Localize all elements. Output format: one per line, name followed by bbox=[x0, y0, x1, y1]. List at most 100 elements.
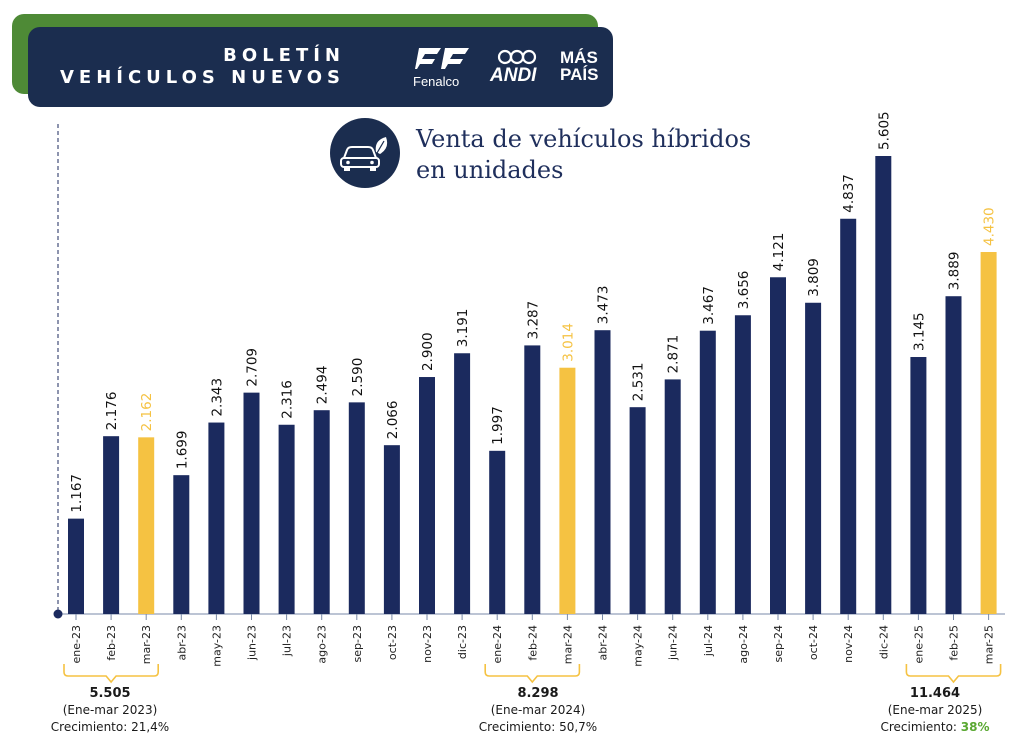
summary-2024: 8.298 (Ene-mar 2024) Crecimiento: 50,7% bbox=[438, 685, 638, 736]
category-label: mar-24 bbox=[561, 625, 574, 664]
value-label: 3.014 bbox=[560, 323, 576, 362]
value-label: 3.145 bbox=[911, 312, 927, 351]
bar-jun-24 bbox=[664, 379, 681, 614]
hybrid-car-icon bbox=[330, 118, 400, 188]
axis-origin-dot bbox=[53, 609, 63, 619]
bar-ago-24 bbox=[734, 315, 751, 614]
category-label: feb-25 bbox=[948, 625, 961, 661]
bulletin-subtitle: VEHÍCULOS NUEVOS bbox=[59, 67, 345, 88]
value-label: 2.590 bbox=[350, 358, 366, 397]
value-label: 2.709 bbox=[245, 348, 261, 387]
summary-period: (Ene-mar 2025) bbox=[887, 703, 983, 717]
bar-ago-23 bbox=[313, 410, 330, 614]
value-label: 2.871 bbox=[666, 335, 682, 374]
category-label: ago-23 bbox=[316, 625, 329, 664]
category-label: ago-24 bbox=[737, 625, 750, 664]
value-label: 4.837 bbox=[841, 174, 857, 213]
summary-total: 8.298 bbox=[517, 686, 559, 701]
value-label: 3.467 bbox=[701, 286, 717, 325]
category-label: ene-24 bbox=[491, 625, 504, 663]
category-label: jul-23 bbox=[281, 625, 294, 657]
value-label: 2.494 bbox=[315, 366, 331, 405]
category-label: mar-25 bbox=[983, 625, 996, 664]
category-label: may-24 bbox=[632, 625, 645, 667]
bar-mar-24 bbox=[559, 367, 576, 614]
category-label: may-23 bbox=[210, 625, 223, 667]
andi-logo: ANDI bbox=[488, 49, 548, 89]
chart-title-line1: Venta de vehículos híbridos bbox=[416, 125, 752, 153]
bar-may-23 bbox=[208, 422, 225, 614]
bar-sep-23 bbox=[348, 402, 365, 614]
bar-may-24 bbox=[629, 407, 646, 614]
value-label: 4.121 bbox=[771, 233, 787, 272]
value-label: 2.066 bbox=[385, 401, 401, 440]
bar-feb-24 bbox=[524, 345, 541, 614]
bar-oct-24 bbox=[805, 302, 822, 614]
bracket-ene-mar-2025 bbox=[905, 664, 1002, 684]
bar-ene-23 bbox=[68, 518, 84, 614]
fenalco-logo-mark bbox=[415, 48, 469, 69]
bar-feb-25 bbox=[945, 296, 962, 614]
bar-dic-23 bbox=[454, 353, 471, 614]
value-label: 3.889 bbox=[947, 252, 963, 291]
mas-pais-logo: MÁS PAÍS bbox=[560, 49, 612, 89]
bar-sep-24 bbox=[770, 277, 786, 614]
bar-ene-25 bbox=[910, 357, 927, 614]
category-label: dic-23 bbox=[456, 625, 469, 659]
category-label: jun-23 bbox=[246, 625, 259, 661]
value-label: 2.343 bbox=[209, 378, 225, 417]
mas-logo-text: MÁS bbox=[560, 48, 598, 67]
bar-nov-23 bbox=[419, 377, 435, 614]
bar-jul-23 bbox=[278, 424, 295, 614]
summary-period: (Ene-mar 2023) bbox=[62, 703, 158, 717]
car-leaf-icon bbox=[340, 137, 388, 171]
category-label: feb-24 bbox=[526, 625, 539, 661]
bar-feb-23 bbox=[103, 436, 120, 614]
bracket-ene-mar-2023 bbox=[63, 664, 159, 684]
bulletin-title: BOLETÍN bbox=[223, 45, 345, 66]
summary-2025: 11.464 (Ene-mar 2025) Crecimiento: 38% bbox=[855, 685, 1015, 736]
summary-growth: Crecimiento: 21,4% bbox=[50, 720, 170, 734]
category-label: nov-23 bbox=[421, 625, 434, 663]
category-label: sep-23 bbox=[351, 625, 364, 662]
bar-nov-24 bbox=[840, 218, 857, 614]
value-label: 3.473 bbox=[596, 286, 612, 325]
andi-logo-text: ANDI bbox=[490, 65, 537, 86]
bar-abr-23 bbox=[173, 475, 190, 614]
bar-oct-23 bbox=[383, 445, 400, 614]
bar-mar-23 bbox=[138, 437, 155, 614]
andi-logo-mark bbox=[497, 49, 537, 65]
summary-2023: 5.505 (Ene-mar 2023) Crecimiento: 21,4% bbox=[10, 685, 210, 736]
category-label: nov-24 bbox=[842, 625, 855, 663]
category-label: feb-23 bbox=[105, 625, 118, 661]
category-label: dic-24 bbox=[877, 625, 890, 659]
bar-mar-25 bbox=[980, 252, 997, 614]
summary-total: 5.505 bbox=[89, 686, 131, 701]
category-label: jun-24 bbox=[667, 625, 680, 661]
summary-growth-label: Crecimiento: bbox=[880, 720, 961, 734]
category-label: mar-23 bbox=[140, 625, 153, 664]
bar-abr-24 bbox=[594, 330, 611, 614]
value-label: 3.656 bbox=[736, 271, 752, 310]
bracket-ene-mar-2024 bbox=[484, 664, 581, 684]
pais-logo-text: PAÍS bbox=[560, 65, 599, 84]
summary-growth-value: 38% bbox=[960, 720, 990, 734]
bar-jun-23 bbox=[243, 392, 260, 614]
value-label: 3.809 bbox=[806, 258, 822, 297]
chart-title: Venta de vehículos híbridos en unidades bbox=[416, 124, 751, 186]
bar-jul-24 bbox=[699, 330, 716, 614]
value-label: 3.191 bbox=[455, 309, 471, 348]
fenalco-logo: Fenalco bbox=[413, 45, 473, 95]
header-banner: BOLETÍN VEHÍCULOS NUEVOS Fenalco ANDI MÁ… bbox=[28, 27, 613, 107]
value-label: 2.162 bbox=[139, 393, 155, 432]
value-label: 2.531 bbox=[631, 363, 647, 402]
summary-growth: Crecimiento: 50,7% bbox=[478, 720, 598, 734]
value-label: 1.167 bbox=[69, 474, 85, 513]
category-label: abr-23 bbox=[175, 625, 188, 661]
value-label: 2.900 bbox=[420, 332, 436, 371]
category-label: abr-24 bbox=[597, 625, 610, 661]
value-label: 2.176 bbox=[104, 392, 120, 431]
summary-period: (Ene-mar 2024) bbox=[490, 703, 586, 717]
summary-total: 11.464 bbox=[909, 686, 961, 701]
